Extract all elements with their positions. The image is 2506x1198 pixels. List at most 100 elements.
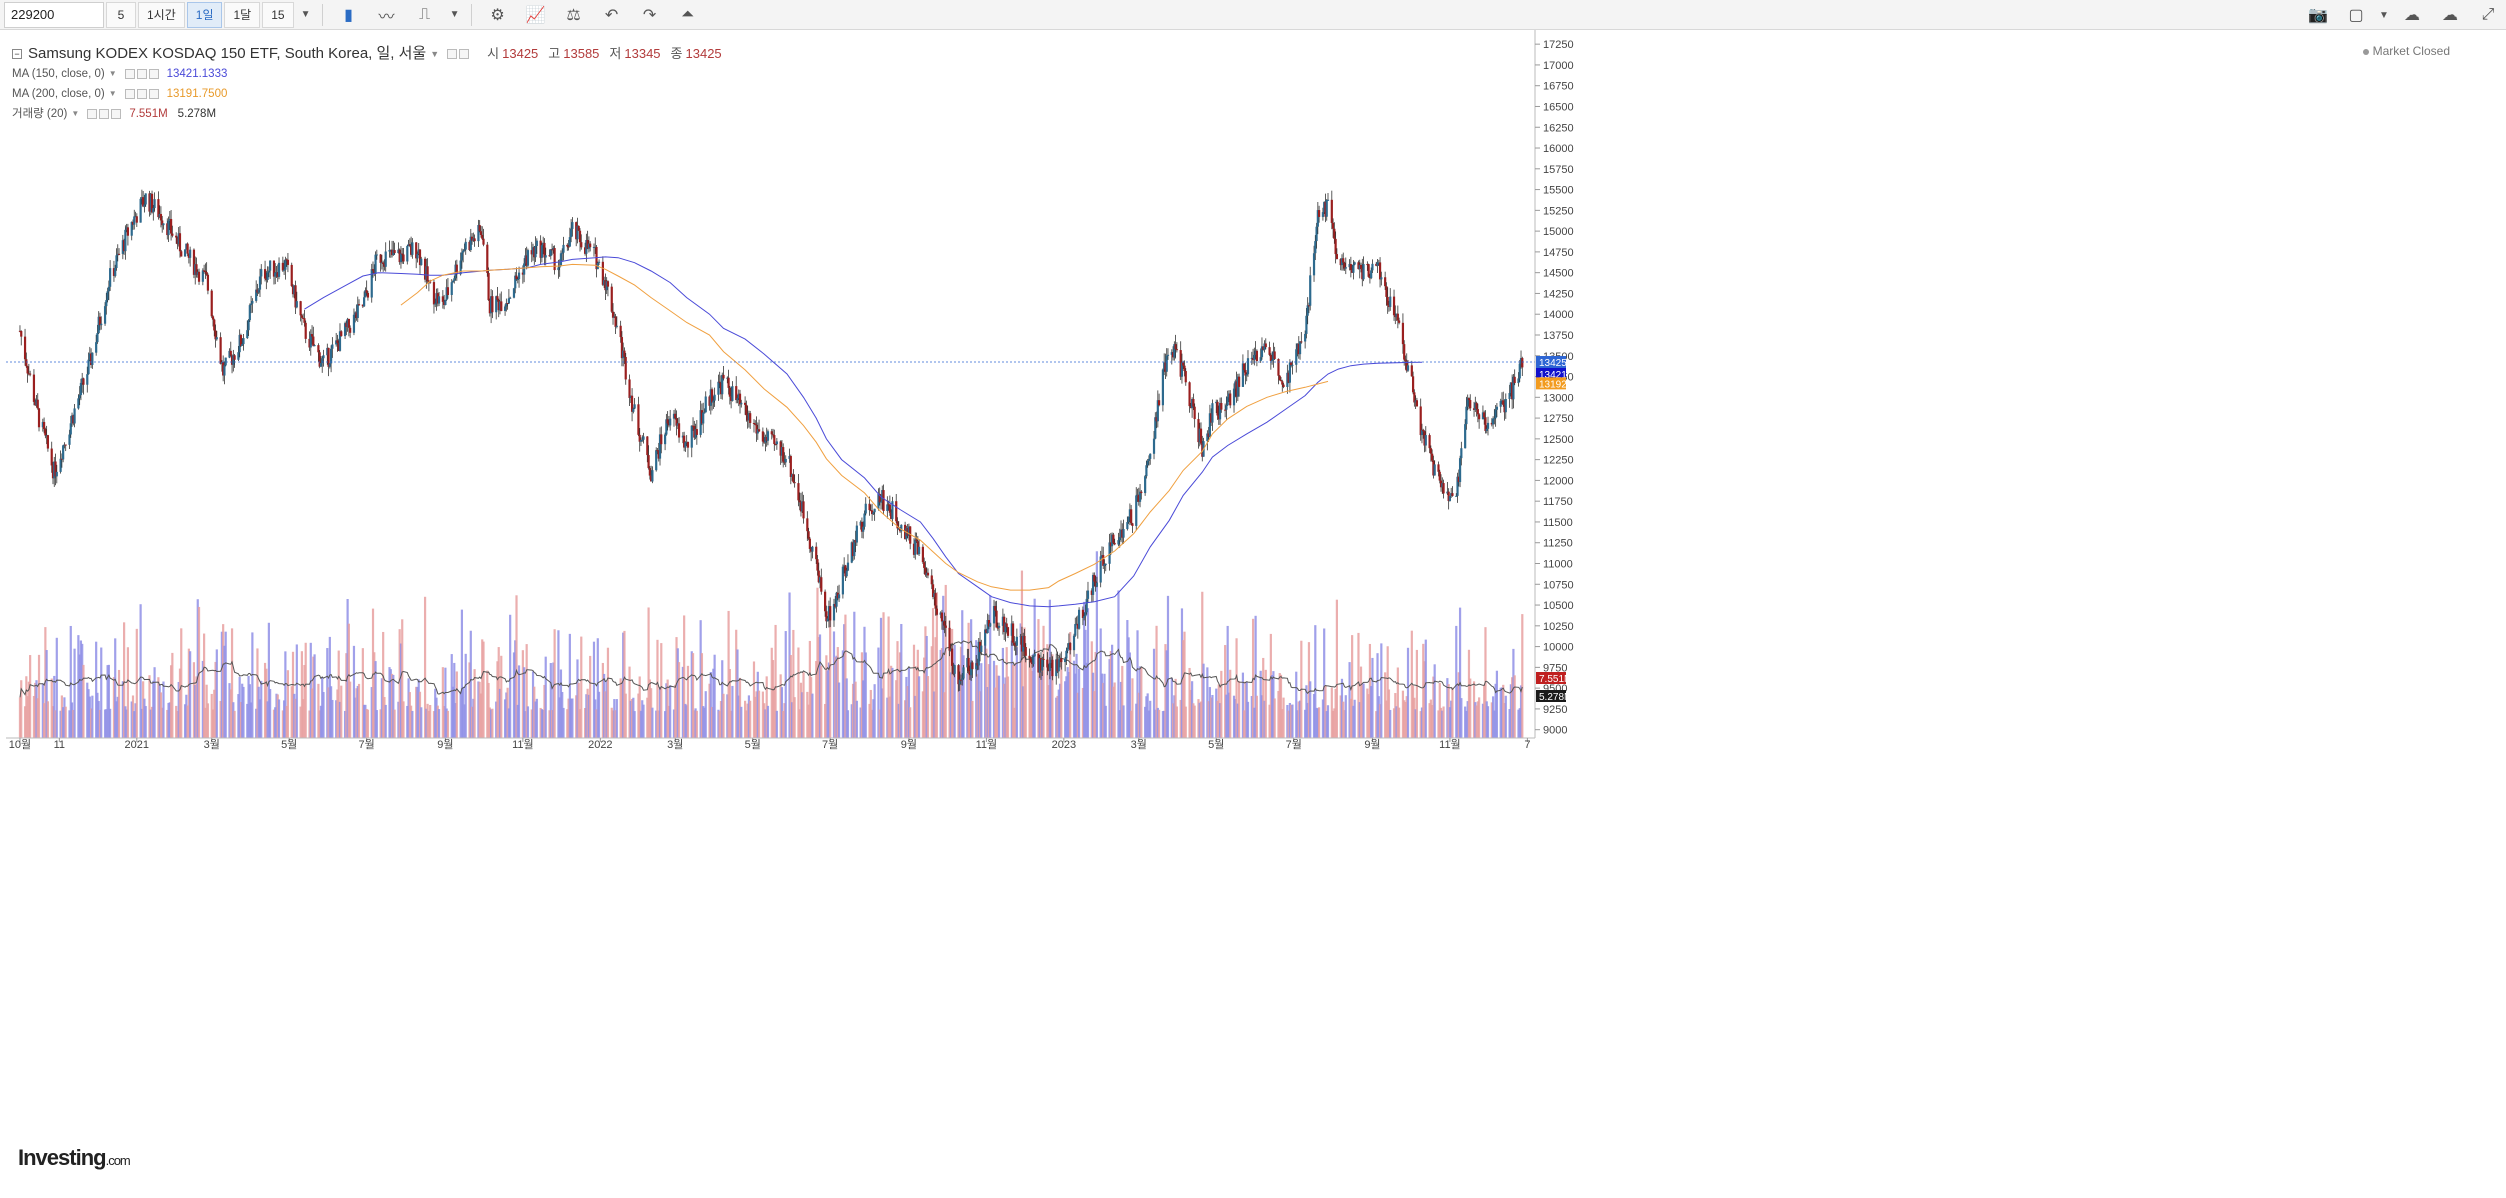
gear-icon[interactable]: ⚙: [490, 6, 505, 24]
volume-bar: [337, 650, 340, 738]
market-status: Market Closed: [2362, 44, 2450, 58]
volume-bar: [1472, 681, 1476, 738]
cloud-load-icon[interactable]: ☁: [2404, 7, 2420, 24]
chevron-down-icon[interactable]: ▼: [2379, 9, 2389, 21]
undo-icon[interactable]: ↶: [604, 6, 619, 24]
candle-body: [712, 400, 715, 403]
interval-5-button[interactable]: 5: [106, 1, 136, 28]
interval-1h-button[interactable]: 1시간: [138, 1, 185, 28]
candle-body: [820, 577, 823, 592]
chevron-down-icon[interactable]: ▼: [449, 9, 460, 20]
price-tag-label: 13425: [1539, 358, 1567, 369]
candle-body: [1483, 412, 1486, 418]
candle-body: [126, 227, 130, 236]
chevron-down-icon[interactable]: ▼: [108, 69, 117, 78]
chevron-down-icon[interactable]: ▼: [71, 109, 80, 118]
candle-body: [418, 249, 422, 266]
volume-bar: [105, 709, 108, 738]
candle-body: [1282, 384, 1285, 387]
y-tick-label: 13000: [1543, 392, 1574, 404]
line-chart-icon[interactable]: 〰: [378, 8, 395, 26]
chevron-down-icon[interactable]: ▼: [430, 49, 440, 59]
candle-body: [1156, 400, 1159, 422]
camera-icon[interactable]: 📷: [2308, 7, 2328, 24]
volume-bar: [1109, 650, 1112, 738]
candle-body: [533, 247, 536, 258]
candle-body: [997, 625, 1001, 628]
candle-body: [1216, 401, 1219, 416]
volume-bar: [523, 667, 526, 738]
volume-bar: [597, 691, 601, 738]
interval-1d-button[interactable]: 1일: [186, 1, 223, 28]
collapse-legend-icon[interactable]: −: [12, 49, 22, 59]
volume-bar: [873, 684, 876, 738]
volume-bar: [807, 704, 810, 738]
volume-bar: [1076, 692, 1079, 738]
interval-15-button[interactable]: 15: [262, 1, 294, 28]
volume-bar: [1460, 698, 1463, 738]
alert-icon[interactable]: ⏶: [681, 5, 694, 23]
ma150-controls[interactable]: [124, 69, 159, 79]
candle-body: [930, 575, 933, 585]
candle-body: [364, 290, 367, 298]
candle-body: [1157, 400, 1161, 406]
volume-bar: [500, 655, 503, 738]
candle-body: [1033, 653, 1036, 657]
volume-bar: [544, 656, 547, 738]
chevron-down-icon[interactable]: ▼: [300, 9, 311, 20]
candle-body: [1113, 542, 1116, 545]
interval-1mo-button[interactable]: 1달: [224, 1, 261, 28]
candle-body: [940, 612, 944, 622]
candle-body: [824, 591, 827, 612]
volume-controls[interactable]: [87, 109, 122, 119]
volume-bar: [1325, 711, 1328, 738]
candle-body: [1467, 398, 1471, 401]
ma200-controls[interactable]: [124, 89, 159, 99]
candlestick-icon[interactable]: ▮: [344, 6, 353, 24]
volume-bar: [1138, 666, 1142, 738]
layout-icon[interactable]: ▢: [2348, 7, 2364, 24]
candle-body: [1517, 378, 1520, 384]
volume-bar: [717, 709, 720, 738]
volume-bar: [393, 709, 396, 738]
volume-bar: [976, 674, 979, 738]
candle-body: [1014, 645, 1017, 647]
volume-bar: [877, 647, 880, 738]
compare-icon[interactable]: ⚖: [566, 6, 581, 24]
candle-body: [1457, 476, 1460, 483]
volume-bar: [171, 652, 174, 738]
volume-bar: [691, 653, 695, 738]
volume-bar: [142, 681, 145, 738]
candle-body: [1371, 263, 1374, 271]
candle-body: [1323, 202, 1326, 213]
candle-body: [321, 358, 324, 364]
candle-body: [223, 365, 226, 376]
volume-bar: [1163, 710, 1166, 738]
volume-bar: [357, 683, 361, 738]
study-icon[interactable]: 📈: [525, 6, 546, 24]
volume-bar: [756, 671, 759, 738]
candle-body: [1041, 658, 1044, 671]
symbol-input[interactable]: [4, 1, 104, 28]
volume-bar: [912, 644, 916, 738]
cloud-save-icon[interactable]: ☁: [2442, 7, 2458, 24]
chevron-down-icon[interactable]: ▼: [108, 89, 117, 98]
candle-body: [710, 389, 714, 403]
volume-bar: [1155, 625, 1158, 738]
volume-bar: [784, 631, 787, 738]
redo-icon[interactable]: ↷: [642, 6, 657, 24]
indicator-icon[interactable]: ⎍: [418, 5, 431, 23]
volume-bar: [503, 699, 507, 738]
candle-body: [1051, 659, 1054, 677]
volume-bar: [1010, 640, 1013, 738]
candle-body: [410, 245, 413, 255]
fullscreen-icon[interactable]: ⤢: [2481, 6, 2495, 23]
candle-body: [1438, 471, 1441, 481]
legend-controls[interactable]: [447, 49, 470, 59]
y-tick-label: 15000: [1543, 226, 1574, 238]
candle-body: [934, 593, 937, 609]
volume-bar: [667, 705, 671, 738]
chart-canvas[interactable]: 9000925095009750100001025010500107501100…: [0, 30, 2506, 1198]
candle-body: [780, 447, 784, 456]
candle-body: [1138, 491, 1142, 502]
